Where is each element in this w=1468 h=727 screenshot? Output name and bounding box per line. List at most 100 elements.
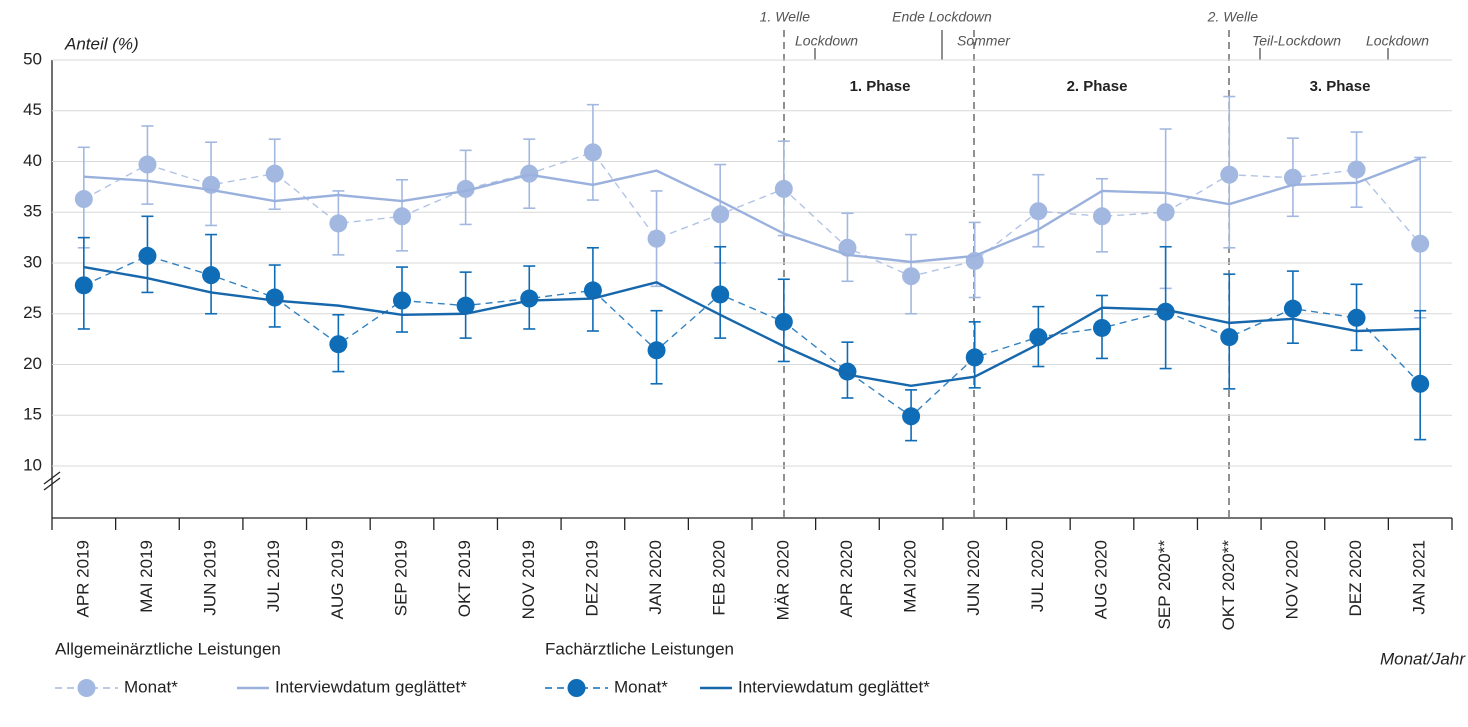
- axis-break: [43, 471, 61, 485]
- annotation: 2. Welle: [1207, 9, 1259, 25]
- legend-label: Interviewdatum geglättet*: [275, 677, 467, 696]
- phase-label: 1. Phase: [850, 78, 911, 95]
- point: [456, 179, 475, 198]
- x-tick-label: AUG 2019: [328, 540, 347, 619]
- point: [1283, 299, 1302, 318]
- x-tick-label: NOV 2019: [519, 540, 538, 619]
- series-line: [83, 157, 1421, 264]
- x-tick-label: JAN 2020: [646, 540, 665, 615]
- point: [74, 190, 93, 209]
- point: [1347, 160, 1366, 179]
- x-tick-label: FEB 2020: [710, 540, 729, 616]
- point: [1093, 207, 1111, 226]
- annotation: Ende Lockdown: [892, 9, 992, 25]
- y-tick-label: 10: [23, 455, 42, 474]
- y-tick-label: 15: [23, 405, 42, 424]
- x-tick-label: JUN 2020: [964, 540, 983, 616]
- point: [647, 341, 666, 360]
- annotation: Lockdown: [795, 33, 858, 49]
- point: [647, 229, 666, 248]
- legend-label: Monat*: [124, 677, 178, 696]
- point: [1411, 234, 1430, 253]
- point: [774, 179, 793, 198]
- point: [902, 407, 921, 426]
- x-axis-label: Monat/Jahr: [1380, 649, 1466, 668]
- x-tick-label: JUL 2019: [264, 540, 283, 612]
- series-line: [83, 255, 1421, 418]
- point: [138, 246, 157, 265]
- y-tick-label: 25: [23, 303, 42, 322]
- x-tick-label: SEP 2019: [391, 540, 410, 616]
- x-tick-label: AUG 2020: [1091, 540, 1110, 619]
- x-tick-label: OKT 2019: [455, 540, 474, 617]
- x-tick-label: MAI 2019: [137, 540, 156, 613]
- legend-label: Interviewdatum geglättet*: [738, 677, 930, 696]
- legend-marker: [77, 679, 96, 697]
- x-tick-label: JUN 2019: [201, 540, 220, 616]
- legend-marker: [567, 679, 586, 697]
- y-tick-label: 30: [23, 252, 42, 271]
- axis: [43, 60, 1452, 519]
- point: [1220, 328, 1239, 347]
- x-tick-label: SEP 2020**: [1155, 540, 1174, 630]
- point: [329, 335, 348, 354]
- point: [456, 296, 475, 315]
- series: [77, 95, 1427, 319]
- point: [1283, 168, 1302, 187]
- annotation: Lockdown: [1366, 33, 1429, 49]
- annotation: 1. Welle: [760, 9, 811, 25]
- point: [265, 164, 284, 183]
- x-tick-label: DEZ 2019: [582, 540, 601, 617]
- x-tick-label: JAN 2021: [1410, 540, 1429, 615]
- point: [711, 285, 730, 304]
- point: [138, 155, 157, 174]
- point: [74, 276, 93, 295]
- x-tick-label: DEZ 2020: [1346, 540, 1365, 617]
- x-tick-label: APR 2020: [837, 540, 856, 618]
- point: [774, 312, 793, 331]
- y-tick-label: 50: [23, 49, 42, 68]
- point: [520, 289, 539, 308]
- legend-label: Monat*: [614, 677, 668, 696]
- annotation: Teil-Lockdown: [1252, 33, 1341, 49]
- y-axis-label: Anteil (%): [64, 34, 139, 53]
- series: [77, 215, 1427, 442]
- point: [393, 207, 411, 226]
- point: [1220, 165, 1239, 184]
- point: [1156, 203, 1175, 222]
- x-tick-label: MAI 2020: [901, 540, 920, 613]
- x-tick-label: OKT 2020**: [1219, 540, 1238, 631]
- point: [1093, 318, 1111, 337]
- point: [1029, 202, 1048, 221]
- point: [329, 214, 348, 233]
- x-tick-label: APR 2019: [73, 540, 92, 618]
- phase-lines: [783, 30, 1230, 518]
- point: [902, 267, 921, 286]
- legend-group-title: Allgemeinärztliche Leistungen: [55, 639, 281, 658]
- point: [1347, 308, 1366, 327]
- point: [393, 291, 411, 310]
- y-tick-label: 45: [23, 100, 42, 119]
- point: [583, 143, 602, 162]
- point: [1156, 302, 1175, 321]
- annotation: Sommer: [957, 33, 1011, 49]
- y-tick-label: 20: [23, 354, 42, 373]
- y-tick-label: 40: [23, 151, 42, 170]
- phase-label: 2. Phase: [1067, 78, 1128, 95]
- series-line: [83, 151, 1421, 277]
- x-tick-label: JUL 2020: [1028, 540, 1047, 612]
- event-ticks: [814, 30, 1389, 60]
- y-tick-label: 35: [23, 202, 42, 221]
- point: [711, 205, 730, 224]
- point: [965, 348, 984, 367]
- legend-group-title: Fachärztliche Leistungen: [545, 639, 734, 658]
- point: [1411, 374, 1430, 393]
- phase-label: 3. Phase: [1310, 78, 1371, 95]
- point: [202, 266, 221, 285]
- x-tick-label: NOV 2020: [1282, 540, 1301, 619]
- point: [583, 281, 602, 300]
- axis-break: [43, 477, 61, 491]
- point: [265, 288, 284, 307]
- series-line: [83, 265, 1421, 388]
